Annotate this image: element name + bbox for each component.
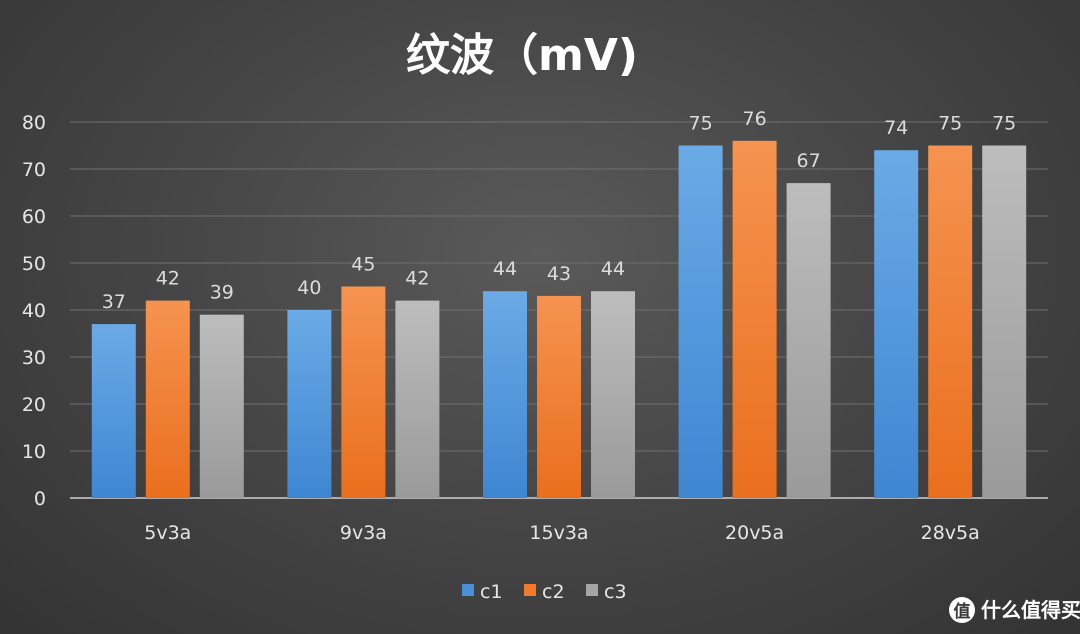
bar-c1-5v3a [91,324,136,498]
data-label: 42 [156,268,180,290]
legend-swatch-c2 [524,584,536,596]
chart-title: 纹波（mV) [406,30,638,81]
watermark-text: 什么值得买 [981,598,1080,622]
data-label: 67 [797,150,821,172]
y-tick-label: 0 [34,488,46,510]
data-label: 37 [102,291,126,313]
data-label: 75 [938,113,962,135]
data-label: 39 [210,282,234,304]
x-axis: 5v3a 9v3a 15v3a 20v5a 28v5a [144,522,980,544]
legend-swatch-c1 [462,584,474,596]
watermark: 值 什么值得买 [949,597,1080,623]
data-label: 75 [992,113,1016,135]
bar-c1-15v3a [483,291,527,498]
x-category-label: 15v3a [529,522,588,544]
bar-c2-15v3a [537,295,581,498]
bar-c3-9v3a [395,300,440,498]
bar-c3-28v5a [982,145,1027,498]
bar-c1-20v5a [678,145,723,498]
data-label: 74 [884,117,908,139]
data-label: 40 [297,277,321,299]
bar-c3-5v3a [199,314,244,498]
y-tick-label: 20 [22,394,46,416]
y-axis: 0 10 20 30 40 50 60 70 80 [22,112,46,510]
y-tick-label: 60 [22,206,46,228]
legend-label-c3: c3 [604,581,627,603]
y-tick-label: 50 [22,253,46,275]
bar-c3-20v5a [786,183,831,498]
x-category-label: 9v3a [340,522,387,544]
data-label: 44 [493,258,517,280]
legend-label-c1: c1 [480,581,503,603]
bar-c1-9v3a [287,310,332,498]
y-tick-label: 80 [22,112,46,134]
y-tick-label: 40 [22,300,46,322]
y-tick-label: 30 [22,347,46,369]
legend: c1 c2 c3 [462,581,627,603]
x-category-label: 28v5a [921,522,980,544]
y-tick-label: 10 [22,441,46,463]
data-label: 45 [351,254,375,276]
zhi-badge-glyph: 值 [954,601,971,622]
data-label: 44 [601,258,625,280]
bar-c3-15v3a [591,291,635,498]
legend-label-c2: c2 [542,581,565,603]
bar-c2-28v5a [928,145,973,498]
legend-swatch-c3 [586,584,598,596]
bar-c2-9v3a [341,286,386,498]
bar-c1-28v5a [874,150,919,498]
y-tick-label: 70 [22,159,46,181]
data-label: 76 [743,108,767,130]
data-label: 43 [547,263,571,285]
data-label: 75 [689,113,713,135]
bars: 37 42 39 40 45 42 44 43 44 75 76 67 74 75 75 [91,108,1027,499]
x-category-label: 5v3a [144,522,191,544]
zhi-badge-icon [949,597,975,623]
bar-c2-5v3a [145,300,190,498]
data-label: 42 [405,268,429,290]
bar-c2-20v5a [732,140,777,499]
x-category-label: 20v5a [725,522,784,544]
